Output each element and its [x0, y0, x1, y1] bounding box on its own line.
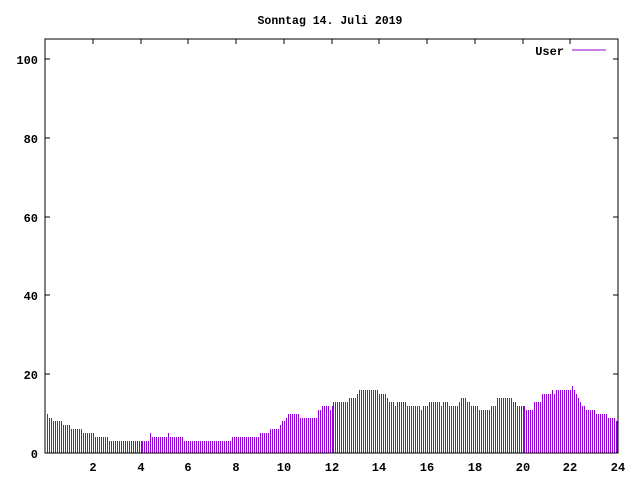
- svg-text:Sonntag 14. Juli 2019: Sonntag 14. Juli 2019: [258, 15, 403, 28]
- svg-text:2: 2: [89, 461, 96, 475]
- svg-text:40: 40: [24, 290, 38, 304]
- svg-text:18: 18: [468, 461, 482, 475]
- svg-text:16: 16: [420, 461, 434, 475]
- svg-text:8: 8: [232, 461, 239, 475]
- svg-text:24: 24: [611, 461, 625, 475]
- svg-text:0: 0: [31, 448, 38, 462]
- svg-text:4: 4: [137, 461, 144, 475]
- svg-text:20: 20: [516, 461, 530, 475]
- svg-text:60: 60: [24, 212, 38, 226]
- svg-text:10: 10: [277, 461, 291, 475]
- svg-text:User: User: [535, 45, 564, 59]
- svg-text:100: 100: [16, 54, 38, 68]
- svg-text:20: 20: [24, 369, 38, 383]
- svg-text:6: 6: [184, 461, 191, 475]
- svg-text:12: 12: [325, 461, 339, 475]
- svg-text:14: 14: [372, 461, 386, 475]
- svg-text:22: 22: [563, 461, 577, 475]
- svg-text:80: 80: [24, 133, 38, 147]
